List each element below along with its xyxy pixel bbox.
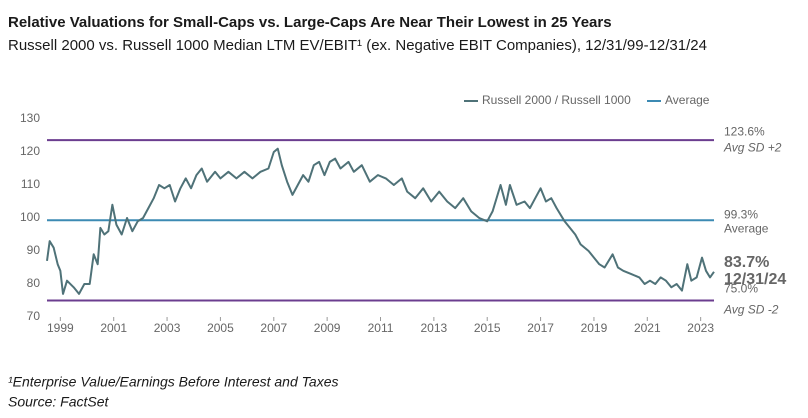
legend-label: Average [665, 93, 710, 107]
reference-value-label: 123.6% [724, 124, 765, 138]
end-value-label: 83.7% [724, 254, 769, 271]
reference-name-label: Avg SD -2 [723, 303, 779, 317]
y-tick-label: 120 [20, 144, 40, 158]
chart-title: Relative Valuations for Small-Caps vs. L… [8, 14, 612, 31]
legend-label: Russell 2000 / Russell 1000 [482, 93, 631, 107]
y-tick-label: 80 [27, 276, 41, 290]
end-date-label: 12/31/24 [724, 271, 786, 288]
x-tick-label: 2013 [421, 321, 448, 335]
x-tick-label: 2015 [474, 321, 501, 335]
series-line [46, 147, 715, 295]
x-tick-label: 1999 [47, 321, 74, 335]
chart-subtitle: Russell 2000 vs. Russell 1000 Median LTM… [8, 37, 707, 54]
x-tick-label: 2017 [527, 321, 554, 335]
y-tick-label: 110 [21, 177, 40, 191]
x-tick-label: 2021 [634, 321, 661, 335]
x-tick-label: 2003 [154, 321, 181, 335]
x-tick-label: 2001 [100, 321, 127, 335]
y-tick-label: 90 [27, 243, 41, 257]
reference-name-label: Average [724, 221, 769, 235]
source: Source: FactSet [8, 394, 109, 410]
x-tick-label: 2007 [260, 321, 287, 335]
footnote: ¹Enterprise Value/Earnings Before Intere… [8, 374, 338, 390]
reference-value-label: 75.0% [724, 282, 758, 296]
y-tick-label: 70 [27, 309, 41, 323]
x-tick-label: 2023 [687, 321, 714, 335]
x-tick-label: 2011 [368, 321, 394, 335]
reference-value-label: 99.3% [724, 207, 758, 221]
reference-name-label: Avg SD +2 [723, 140, 782, 154]
y-tick-label: 130 [20, 111, 40, 125]
x-tick-label: 2005 [207, 321, 234, 335]
y-tick-label: 100 [20, 210, 40, 224]
x-tick-label: 2019 [581, 321, 608, 335]
x-tick-label: 2009 [314, 321, 341, 335]
